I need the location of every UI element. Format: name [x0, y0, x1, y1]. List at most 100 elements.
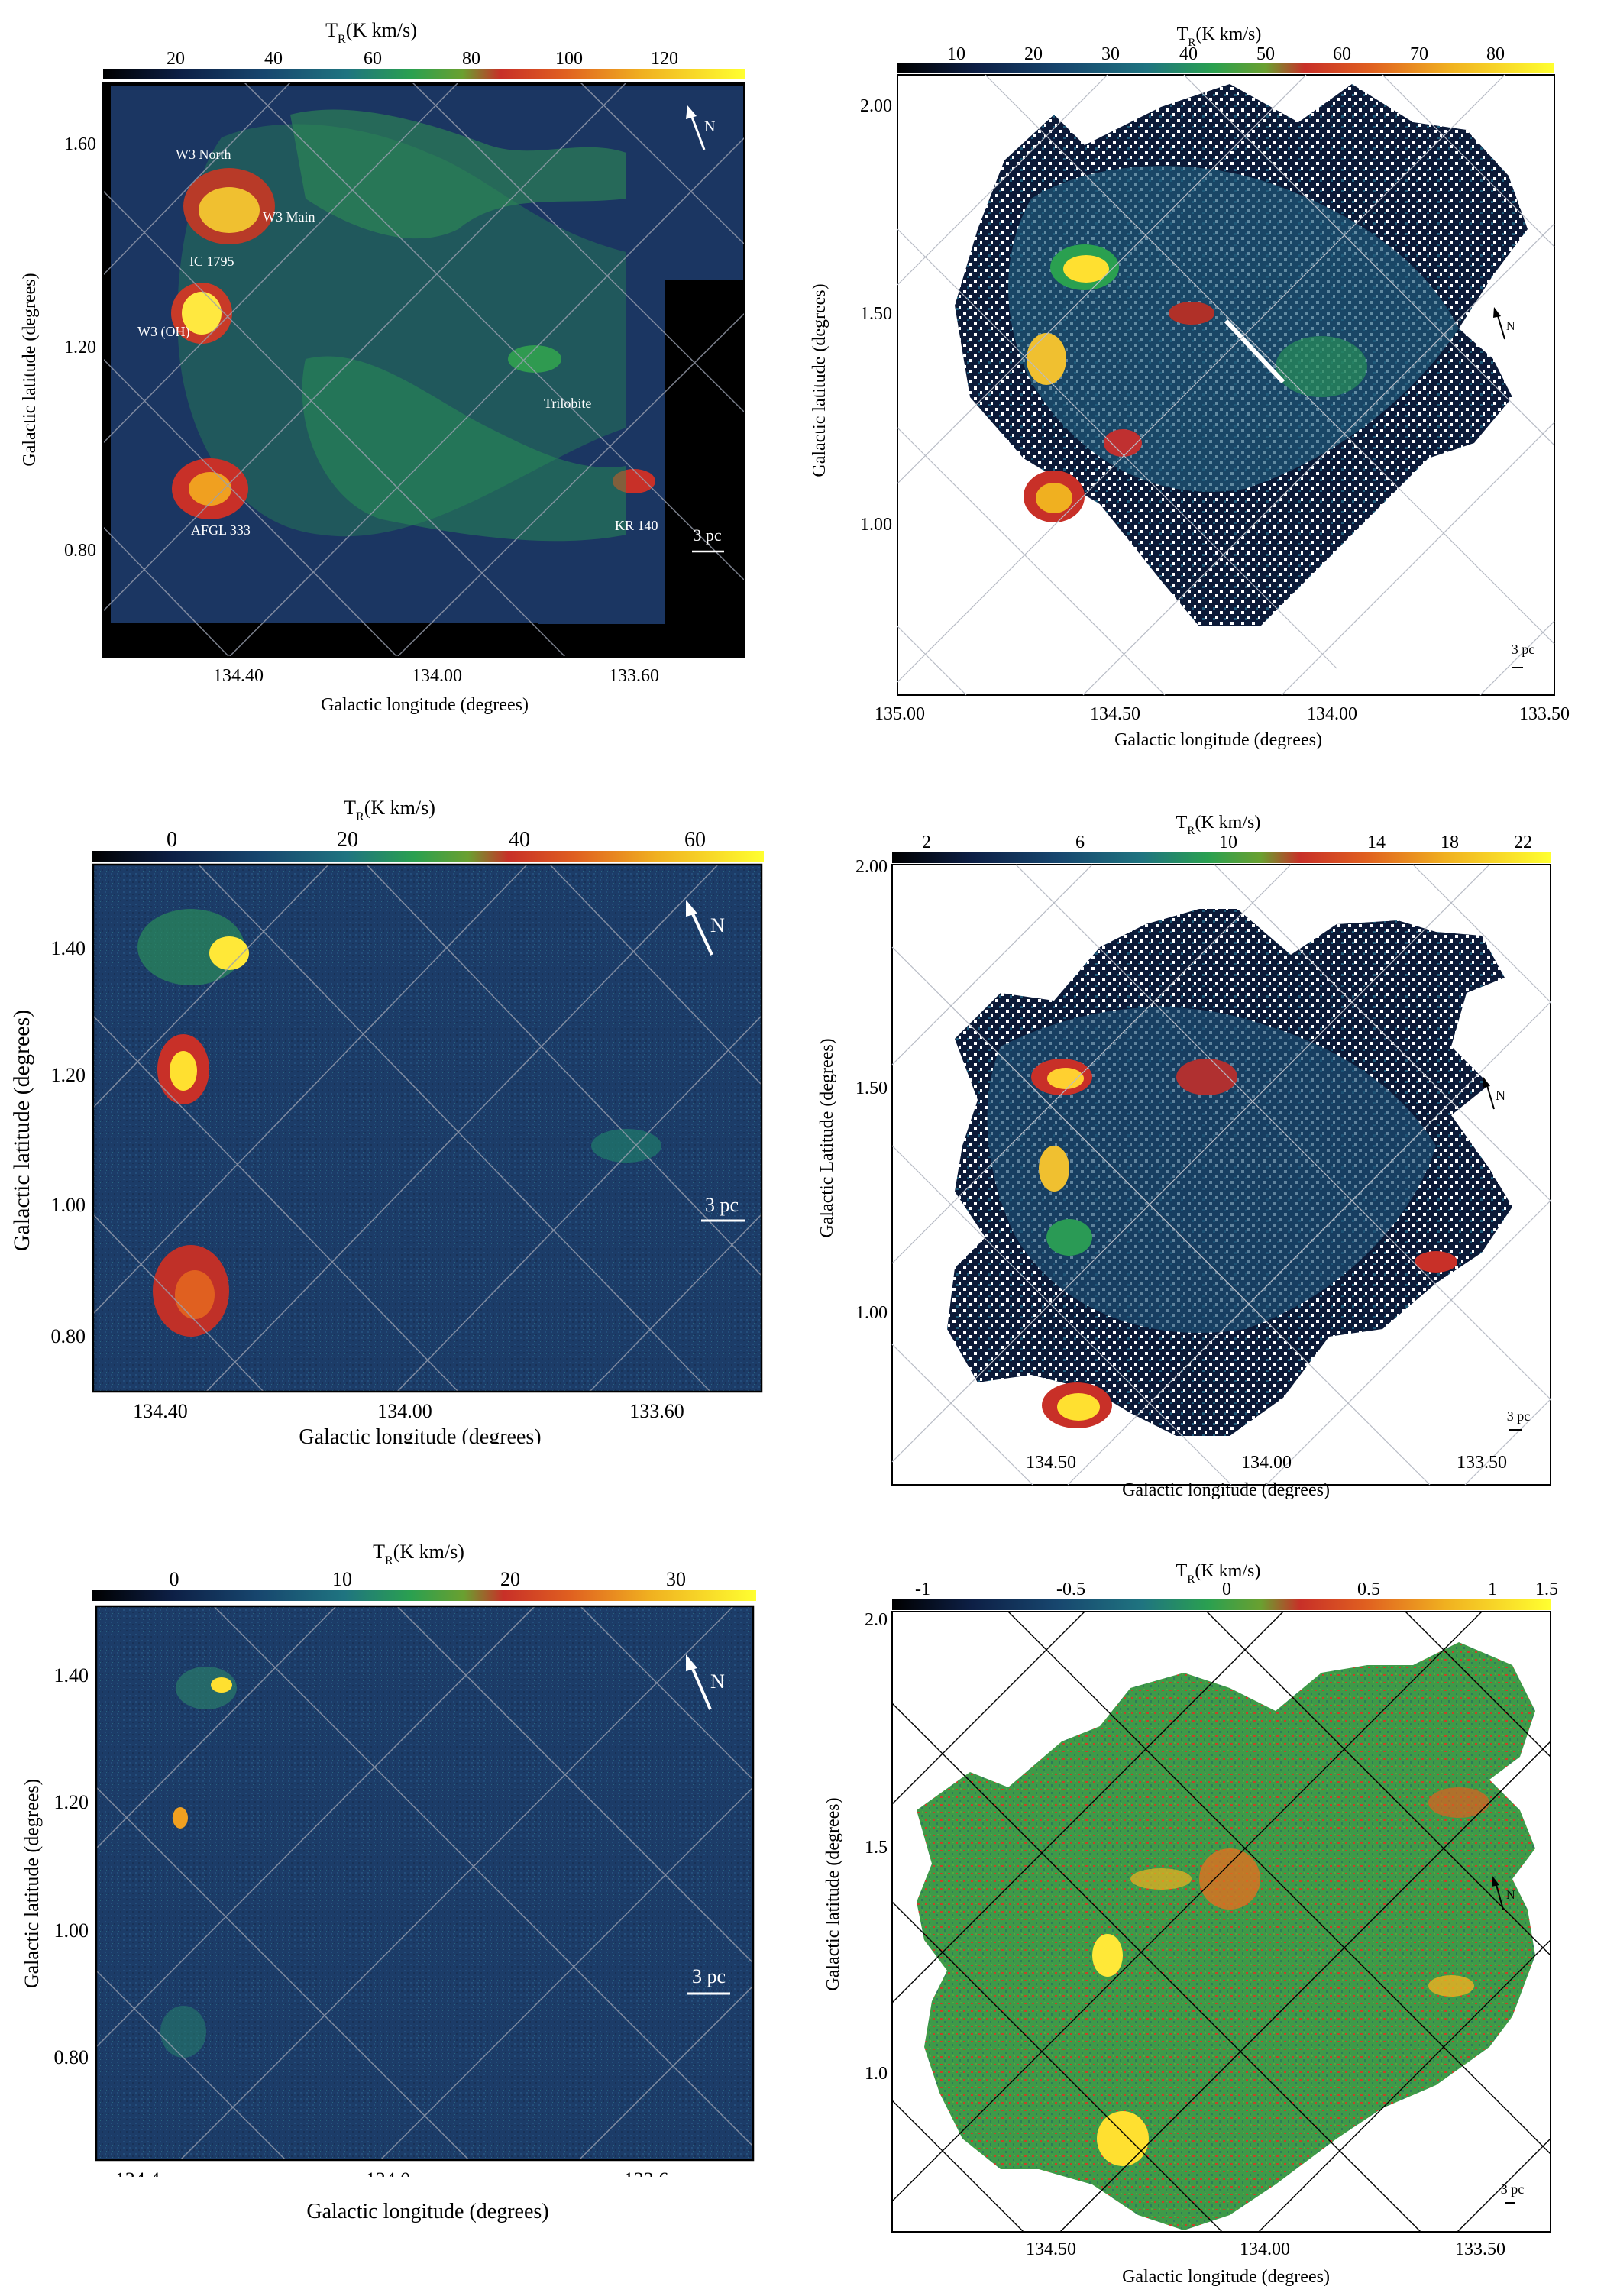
map-image	[917, 1642, 1535, 2230]
panel-5: TR(K km/s) 0 10 20 30 N 3 pc 1.40 1.20	[0, 1535, 764, 2191]
svg-text:1.50: 1.50	[855, 1078, 888, 1098]
svg-text:N: N	[1506, 1889, 1515, 1902]
svg-text:134.40: 134.40	[133, 1400, 188, 1422]
svg-text:N: N	[1496, 1088, 1505, 1103]
svg-text:40: 40	[1179, 44, 1198, 64]
svg-text:1.00: 1.00	[51, 1194, 86, 1216]
north-arrow: N	[1483, 1077, 1505, 1110]
x-axis-label: Galactic longitude (degrees)	[1122, 2267, 1330, 2287]
y-axis-label: Galactic Latitude (degrees)	[817, 1038, 837, 1237]
y-axis-label: Galactic latitude (degrees)	[20, 273, 40, 466]
plot-frame	[92, 863, 763, 1393]
coordinate-grid	[897, 74, 1555, 696]
svg-text:50: 50	[1256, 44, 1275, 64]
map-image	[103, 82, 745, 657]
svg-text:20: 20	[500, 1568, 520, 1590]
svg-text:134.00: 134.00	[377, 1400, 432, 1422]
svg-text:1.00: 1.00	[860, 515, 892, 535]
panel-6-figure: TR(K km/s) -1 -0.5 0 0.5 1 1.5 N	[823, 1561, 1558, 2287]
svg-text:1.60: 1.60	[64, 134, 96, 154]
north-arrow: N	[686, 1654, 725, 1710]
scale-bar: 3 pc	[692, 525, 724, 553]
svg-text:133.50: 133.50	[1519, 704, 1570, 724]
svg-text:133.6: 133.6	[624, 2168, 669, 2177]
label-trilobite: Trilobite	[544, 396, 591, 411]
panel-4: TR(K km/s) 2 6 10 14 18 22	[802, 794, 1604, 1512]
y-axis-label: Galactic latitude (degrees)	[21, 1779, 43, 1988]
colorbar-tick: 20	[167, 49, 185, 69]
svg-text:134.0: 134.0	[366, 2168, 411, 2177]
svg-text:3 pc: 3 pc	[1512, 642, 1535, 657]
colorbar-ticks: 20 40 60 80 100 120	[167, 49, 678, 69]
svg-text:20: 20	[1024, 44, 1043, 64]
colorbar	[892, 852, 1551, 863]
svg-text:14: 14	[1367, 833, 1386, 852]
svg-text:10: 10	[332, 1568, 352, 1590]
label-w3-main: W3 Main	[263, 209, 315, 225]
svg-text:60: 60	[1333, 44, 1351, 64]
colorbar-tick: 100	[555, 49, 583, 69]
north-arrow: N	[686, 900, 725, 956]
svg-text:1.40: 1.40	[54, 1664, 89, 1686]
panel-5-x-axis-label: Galactic longitude (degrees)	[306, 2200, 549, 2223]
colorbar-tick: 40	[264, 49, 283, 69]
svg-text:134.4: 134.4	[115, 2168, 160, 2177]
y-ticks: 1.40 1.20 1.00 0.80	[51, 937, 86, 1347]
scale-bar: 3 pc	[687, 1965, 730, 1995]
plot-frame	[102, 82, 745, 658]
coordinate-grid	[92, 864, 762, 1392]
north-arrow: N	[1493, 307, 1515, 340]
scale-bar: 3 pc	[701, 1194, 745, 1222]
svg-text:6: 6	[1075, 833, 1085, 852]
colorbar-title: TR(K km/s)	[1176, 813, 1261, 837]
panel-3-figure: TR(K km/s) 0 20 40 60 N 3 pc	[9, 797, 764, 1449]
colorbar-tick: 60	[364, 49, 382, 69]
svg-text:-0.5: -0.5	[1056, 1580, 1085, 1599]
colorbar-ticks: 0 20 40 60	[167, 828, 706, 852]
svg-text:2.00: 2.00	[855, 857, 888, 877]
svg-text:134.50: 134.50	[1026, 1453, 1076, 1473]
panel-6: TR(K km/s) -1 -0.5 0 0.5 1 1.5 N	[802, 1558, 1604, 2292]
svg-text:1.50: 1.50	[860, 304, 892, 324]
svg-text:3 pc: 3 pc	[1501, 2181, 1525, 2197]
label-w3-oh: W3 (OH)	[137, 324, 189, 340]
svg-text:1.20: 1.20	[54, 1791, 89, 1813]
svg-text:133.50: 133.50	[1457, 1453, 1507, 1473]
x-ticks: 134.4 134.0 133.6	[115, 2168, 669, 2191]
svg-text:1.5: 1.5	[865, 1838, 888, 1858]
svg-text:N: N	[704, 118, 715, 135]
svg-text:133.60: 133.60	[609, 666, 659, 686]
svg-text:-1: -1	[915, 1580, 930, 1599]
colorbar-title: TR(K km/s)	[373, 1541, 464, 1567]
svg-text:N: N	[710, 1670, 725, 1693]
svg-text:134.40: 134.40	[213, 666, 264, 686]
svg-text:0: 0	[170, 1568, 179, 1590]
svg-text:3 pc: 3 pc	[692, 1965, 726, 1987]
y-axis-label: Galactic latitude (degrees)	[810, 283, 829, 477]
svg-text:0.80: 0.80	[64, 541, 96, 561]
scale-bar: 3 pc	[1507, 1408, 1530, 1431]
svg-text:1.00: 1.00	[54, 1919, 89, 1942]
coordinate-grid	[891, 864, 1551, 1486]
svg-text:0: 0	[167, 828, 177, 852]
colorbar-ticks: 0 10 20 30	[170, 1568, 687, 1590]
colorbar	[897, 63, 1554, 73]
colorbar	[892, 1599, 1551, 1610]
panel-1: TR(K km/s) 20 40 60 80 100 120	[0, 0, 764, 733]
colorbar-ticks: 2 6 10 14 18 22	[922, 833, 1532, 852]
svg-text:10: 10	[1219, 833, 1237, 852]
x-ticks: 134.40 134.00 133.60	[133, 1400, 684, 1422]
svg-text:60: 60	[684, 828, 706, 852]
svg-text:N: N	[710, 914, 725, 936]
svg-text:1.5: 1.5	[1535, 1580, 1558, 1599]
svg-text:134.00: 134.00	[1241, 1453, 1292, 1473]
x-axis-label: Galactic longitude (degrees)	[299, 1425, 541, 1444]
y-ticks: 2.00 1.50 1.00	[855, 857, 888, 1323]
colorbar-title: TR(K km/s)	[1176, 1561, 1261, 1586]
source-labels: W3 North W3 Main IC 1795 W3 (OH) Trilobi…	[137, 147, 658, 538]
svg-text:1.20: 1.20	[51, 1064, 86, 1086]
panel-2: TR(K km/s) 10 20 30 40 50 60 70 80	[802, 0, 1604, 764]
label-afgl333: AFGL 333	[191, 522, 251, 538]
x-axis-label: Galactic longitude (degrees)	[1122, 1480, 1330, 1500]
plot-frame	[95, 1605, 755, 2162]
